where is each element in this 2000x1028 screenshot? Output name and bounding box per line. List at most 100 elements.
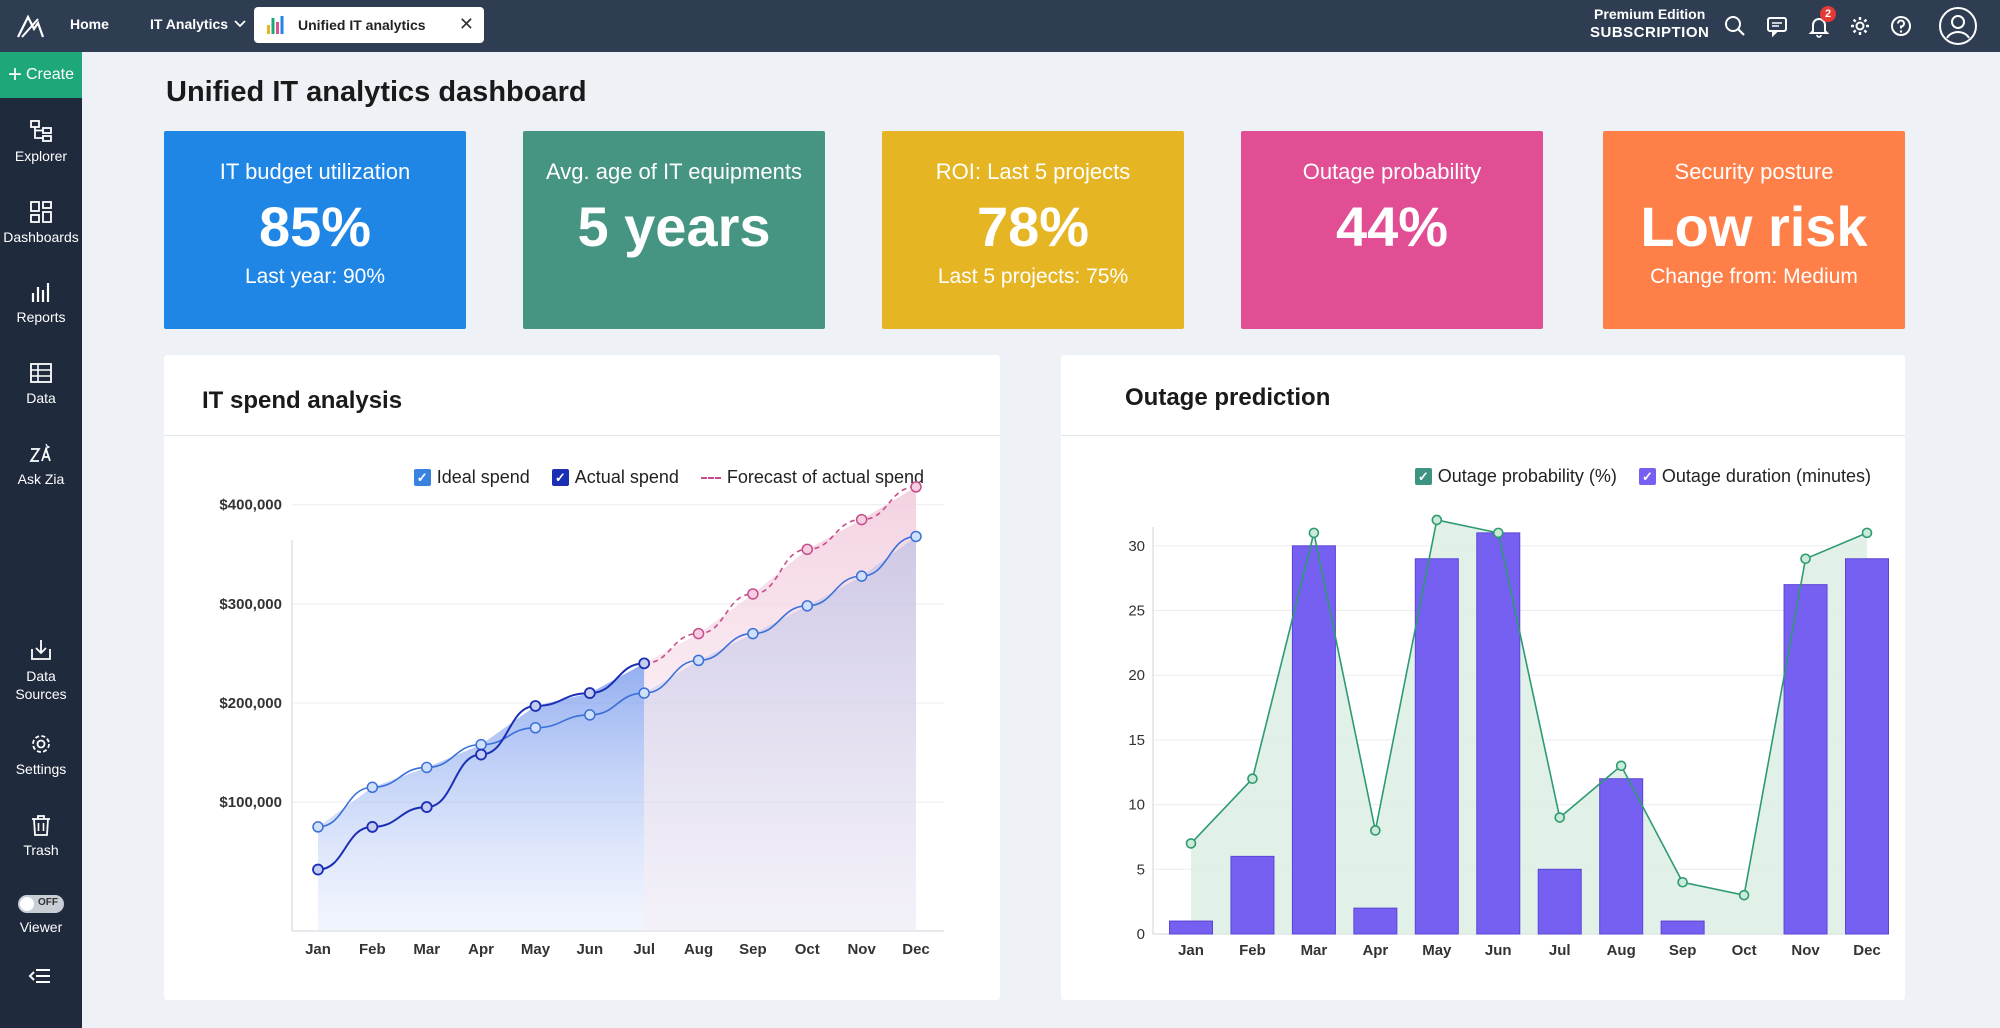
duration-bar [1353, 907, 1398, 935]
data-sources-icon [31, 640, 51, 660]
ideal-spend-point [529, 722, 542, 734]
probability-point [1431, 514, 1443, 526]
it-spend-chart[interactable]: $100,000 $200,000 $300,000 $400,000 Jan Feb Ma… [164, 355, 1000, 1000]
kpi-card-outage-probability[interactable]: Outage probability 44% [1241, 131, 1543, 329]
sidebar-item-label: Trash [23, 842, 59, 858]
checkbox-icon: ✓ [413, 469, 431, 486]
toggle-knob [20, 897, 34, 911]
duration-bar [1476, 532, 1521, 935]
tab-unified-it-analytics[interactable]: Unified IT analytics ✕ [254, 7, 484, 43]
sidebar-item-ask-zia[interactable]: Ask Zia [0, 441, 82, 487]
x-tick-label: Aug [1607, 942, 1636, 959]
kpi-value: 5 years [577, 195, 771, 258]
sidebar-item-settings[interactable]: Settings [0, 731, 82, 777]
probability-point [1615, 760, 1627, 772]
duration-bar [1291, 545, 1336, 935]
probability-point [1554, 812, 1566, 823]
nav-it-analytics[interactable]: IT Analytics [150, 16, 246, 32]
legend-label: Forecast of actual spend [726, 467, 924, 487]
x-tick-label: Jul [633, 941, 655, 958]
kpi-card-roi[interactable]: ROI: Last 5 projects 78% Last 5 projects… [882, 131, 1184, 329]
x-tick-label: Nov [847, 941, 876, 958]
duration-bar [1660, 920, 1705, 935]
ideal-spend-line [317, 535, 917, 828]
x-tick-label: May [521, 941, 551, 958]
checkbox-icon: ✓ [1638, 468, 1656, 485]
tab-label: Unified IT analytics [298, 17, 426, 33]
bar-chart-icon [267, 16, 284, 34]
duration-bar [1537, 868, 1582, 935]
nav-home[interactable]: Home [70, 16, 109, 32]
plus-icon: + [7, 61, 22, 88]
ideal-spend-point [855, 570, 868, 582]
legend-item-actual-spend[interactable]: ✓ Actual spend [551, 467, 679, 488]
forecast-line [644, 486, 917, 665]
x-tick-label: Apr [468, 941, 494, 958]
x-tick-label: May [1422, 942, 1452, 959]
sidebar-item-data[interactable]: Data [0, 360, 82, 406]
sidebar-item-reports[interactable]: Reports [0, 279, 82, 325]
x-tick-label: Jun [576, 941, 603, 958]
user-avatar-icon[interactable] [1938, 6, 1978, 46]
sidebar-item-label: Settings [15, 761, 67, 777]
explorer-icon [30, 120, 52, 142]
create-button[interactable]: + Create [0, 52, 82, 98]
checkbox-icon: ✓ [551, 469, 569, 486]
probability-point [1800, 553, 1811, 565]
sidebar-item-label: Dashboards [3, 229, 79, 245]
legend-item-forecast[interactable]: Forecast of actual spend [700, 467, 924, 488]
trash-icon [32, 815, 50, 836]
x-tick-label: Feb [1239, 942, 1266, 959]
edition-info[interactable]: Premium Edition SUBSCRIPTION [1590, 6, 1709, 41]
forecast-point [801, 543, 814, 556]
kpi-subtext: Change from: Medium [1650, 265, 1858, 288]
probability-point [1247, 773, 1258, 785]
x-tick-label: Nov [1791, 942, 1820, 959]
legend-item-outage-probability[interactable]: ✓ Outage probability (%) [1414, 466, 1617, 487]
actual-spend-point [638, 657, 651, 670]
ideal-spend-point [801, 600, 814, 612]
sidebar-item-dashboards[interactable]: Dashboards [0, 199, 82, 245]
kpi-card-security-posture[interactable]: Security posture Low risk Change from: M… [1603, 131, 1905, 329]
collapse-sidebar-icon[interactable] [28, 966, 52, 986]
kpi-card-budget[interactable]: IT budget utilization 85% Last year: 90% [164, 131, 466, 329]
chart-legend: ✓ Outage probability (%) ✓ Outage durati… [1414, 466, 1871, 487]
actual-spend-point [366, 821, 379, 833]
y-tick-label: $100,000 [219, 794, 282, 811]
y-tick-label: 20 [1128, 667, 1145, 684]
x-tick-label: Jul [1549, 942, 1571, 959]
viewer-toggle[interactable]: OFF [18, 895, 64, 913]
ideal-spend-point [312, 821, 324, 833]
chat-icon[interactable] [1764, 13, 1790, 39]
probability-point [1861, 527, 1873, 539]
legend-label: Outage probability (%) [1437, 466, 1617, 486]
close-icon[interactable]: ✕ [458, 14, 474, 34]
legend-item-ideal-spend[interactable]: ✓ Ideal spend [413, 467, 530, 488]
actual-spend-point [475, 748, 487, 761]
probability-point [1677, 876, 1688, 888]
sidebar-item-viewer[interactable]: OFF Viewer [0, 895, 82, 935]
ideal-spend-point [747, 627, 759, 640]
page-title: Unified IT analytics dashboard [166, 76, 587, 108]
app-logo-icon[interactable] [14, 11, 46, 41]
sidebar-item-data-sources[interactable]: Data Sources [0, 637, 82, 703]
y-tick-label: 30 [1128, 538, 1145, 555]
legend-label: Actual spend [574, 467, 679, 487]
nav-it-analytics-label: IT Analytics [150, 16, 229, 32]
kpi-card-equipment-age[interactable]: Avg. age of IT equipments 5 years [523, 131, 825, 329]
sidebar-item-trash[interactable]: Trash [0, 812, 82, 858]
duration-bar [1169, 920, 1213, 935]
toggle-state-label: OFF [38, 897, 58, 908]
help-icon[interactable] [1888, 13, 1914, 39]
duration-bar [1783, 584, 1828, 935]
sidebar-item-explorer[interactable]: Explorer [0, 118, 82, 164]
gear-icon[interactable] [1847, 13, 1873, 39]
panel-divider [1061, 435, 1905, 436]
legend-item-outage-duration[interactable]: ✓ Outage duration (minutes) [1638, 466, 1871, 487]
sidebar-item-label: Ask Zia [17, 471, 65, 487]
checkbox-icon: ✓ [1414, 468, 1432, 485]
kpi-value: Low risk [1640, 195, 1868, 258]
search-icon[interactable] [1722, 13, 1748, 39]
edition-label: Premium Edition [1594, 6, 1706, 22]
